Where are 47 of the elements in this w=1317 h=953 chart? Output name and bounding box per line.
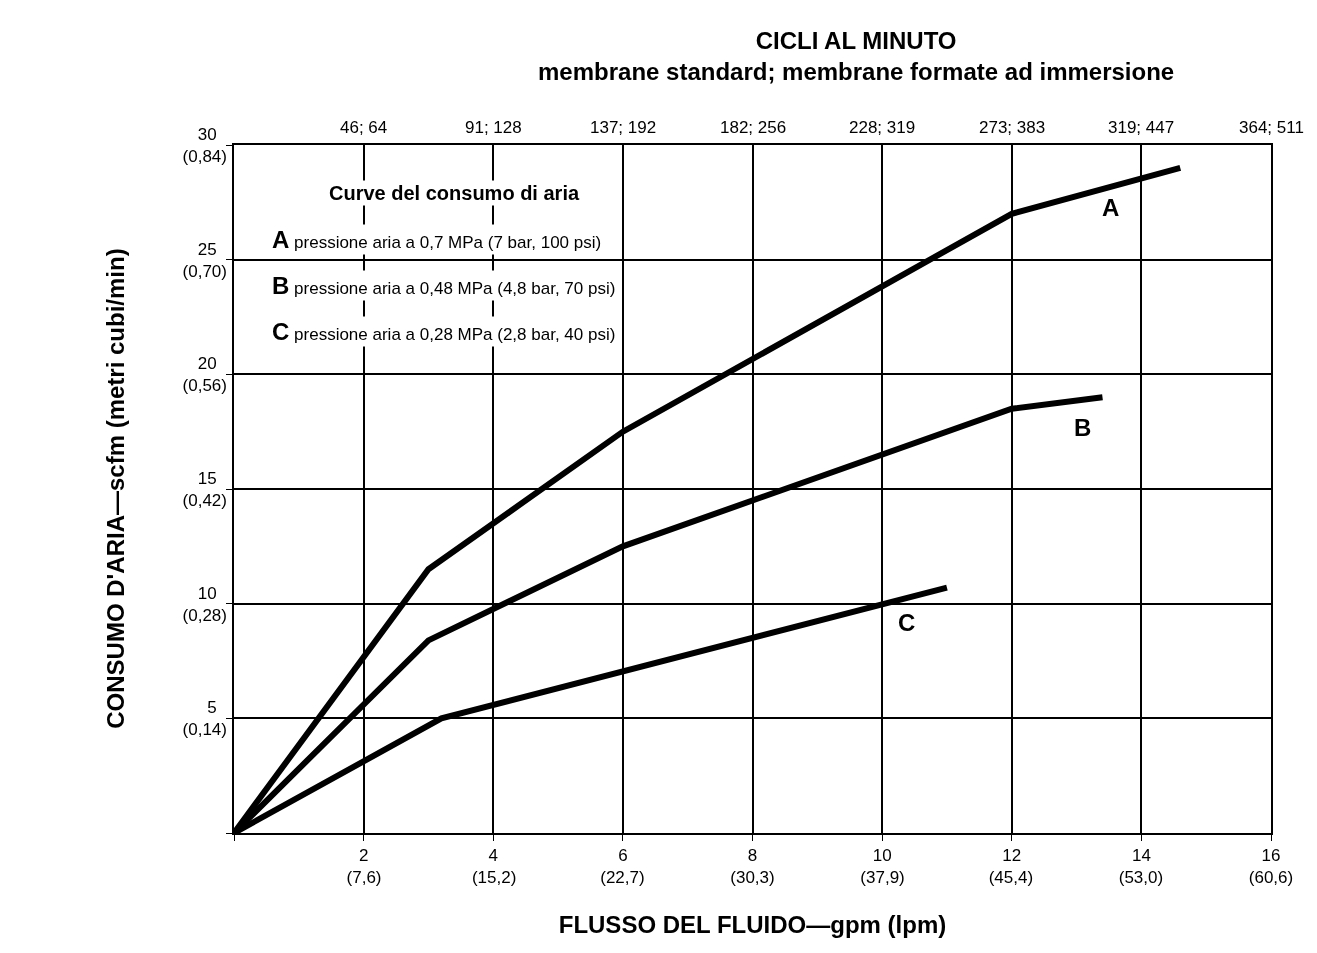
- x2-tick-label: (30,3): [730, 868, 775, 888]
- annotation: C pressione aria a 0,28 MPa (2,8 bar, 40 psi): [272, 318, 616, 345]
- y2-tick-label: (0,84): [182, 147, 227, 166]
- text: 319; 447: [1108, 118, 1175, 137]
- annotation: B pressione aria a 0,48 MPa (4,8 bar, 70 psi): [272, 272, 616, 299]
- series-label: A: [1102, 194, 1120, 221]
- x-tick-label: 14: [1131, 846, 1151, 866]
- y2-tick-label: (0,28): [182, 605, 227, 625]
- x2-tick-label: (7,6): [346, 868, 382, 888]
- y2-axis-title: CONSUMO D'ARIA—scfm (metri cubi/min): [101, 248, 129, 729]
- x2-tick-label: (37,9): [860, 868, 905, 888]
- y-tick-label: 25: [197, 239, 217, 259]
- text: 91; 128: [465, 118, 522, 137]
- text: 364; 511: [1239, 118, 1304, 137]
- text: 228; 319: [849, 118, 916, 137]
- y2-tick-label: (0,56): [182, 376, 227, 396]
- x2-tick-label: (22,7): [600, 868, 645, 888]
- x-tick-label: 4: [488, 846, 498, 866]
- x2-tick-label: (15,2): [471, 868, 517, 888]
- y-tick-label: 15: [197, 468, 217, 488]
- chart-subtitle: membrane standard; membrane formate ad immersione: [538, 58, 1175, 86]
- series-label: B: [1074, 414, 1092, 441]
- y-tick-label: 20: [197, 354, 217, 374]
- x-tick-label: 6: [618, 846, 628, 866]
- text: 273; 383: [979, 118, 1046, 137]
- x2-tick-label: (53,0): [1118, 868, 1164, 888]
- x-tick-label: 12: [1002, 846, 1022, 866]
- y-tick-label: 5: [207, 698, 217, 718]
- x2-tick-label: (45,4): [988, 868, 1034, 888]
- chart-title: CICLI AL MINUTO: [755, 27, 957, 54]
- text: 182; 256: [720, 118, 787, 137]
- y-tick-label: 30: [197, 124, 217, 144]
- text: 46; 64: [340, 118, 388, 137]
- x-tick-label: 16: [1261, 846, 1281, 866]
- x2-tick-label: (60,6): [1248, 868, 1294, 888]
- series-label: C: [898, 609, 916, 636]
- x-axis-title: FLUSSO DEL FLUIDO—gpm (lpm): [558, 911, 947, 939]
- x-tick-label: 10: [872, 846, 892, 866]
- annotation: A pressione aria a 0,7 MPa (7 bar, 100 psi): [272, 226, 602, 253]
- y2-tick-label: (0,70): [182, 261, 227, 281]
- y-tick-label: 10: [197, 583, 217, 603]
- x-tick-label: 2: [358, 846, 369, 866]
- text: 137; 192: [590, 118, 657, 137]
- x-tick-label: 8: [747, 846, 758, 866]
- y2-tick-label: (0,42): [182, 491, 227, 510]
- annotation: Curve del consumo di aria: [329, 182, 580, 204]
- y2-tick-label: (0,14): [182, 720, 227, 740]
